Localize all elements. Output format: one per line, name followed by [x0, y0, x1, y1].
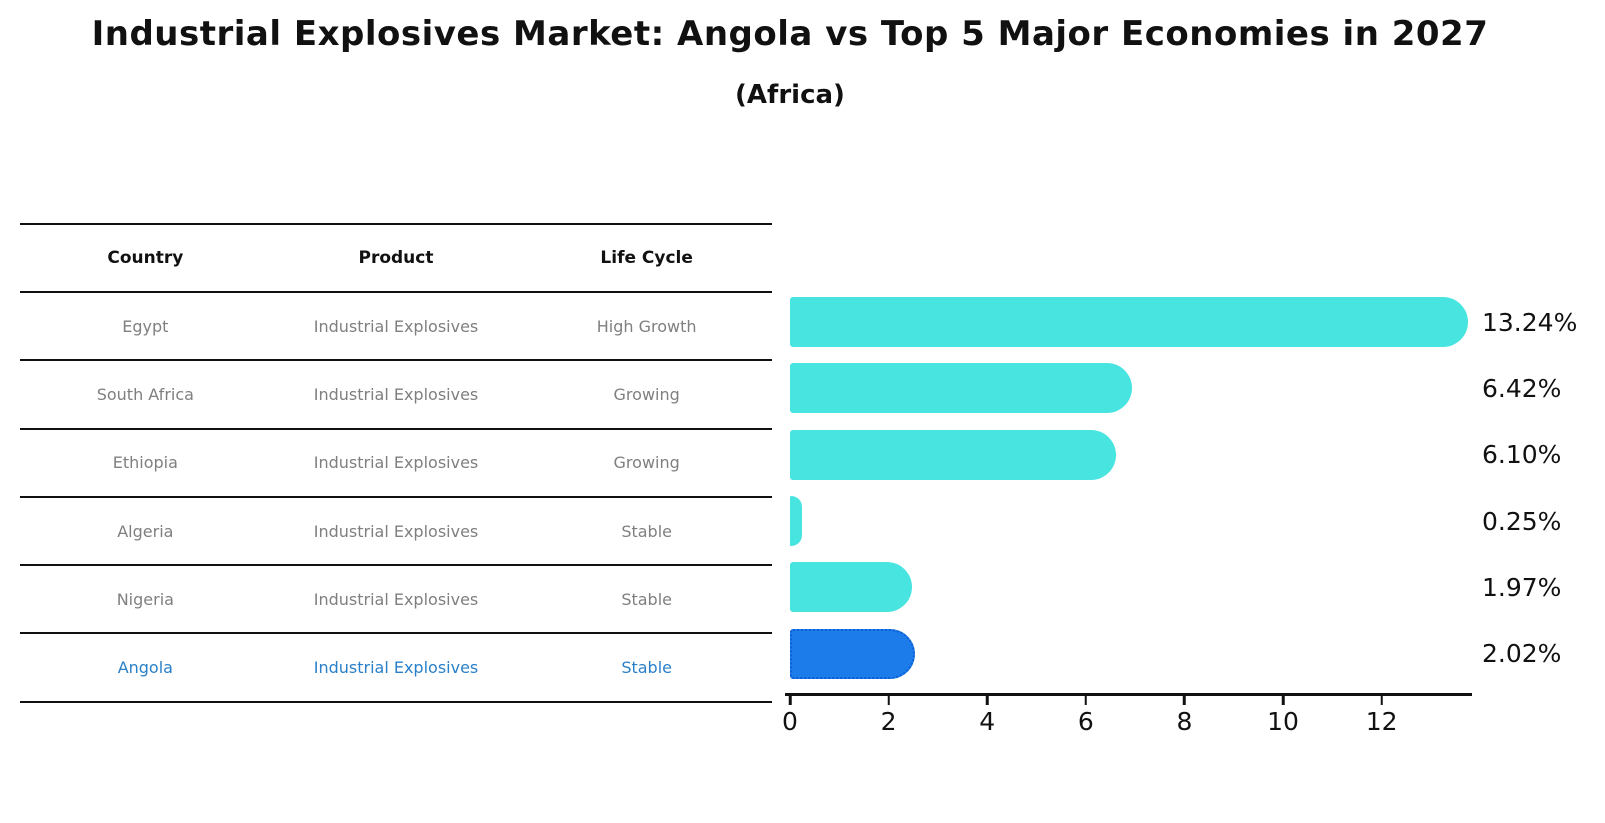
- table-row-egypt: Egypt Industrial Explosives High Growth: [20, 293, 772, 362]
- cell-lifecycle: Stable: [621, 521, 672, 541]
- value-label-nigeria: 1.97%: [1482, 572, 1562, 602]
- cell-lifecycle: Stable: [621, 589, 672, 609]
- x-tick-6: [1084, 695, 1088, 705]
- x-tick-label-10: 10: [1267, 707, 1299, 736]
- bar-chart: [790, 289, 1480, 687]
- bar-row-algeria: [790, 488, 1480, 554]
- cell-country: South Africa: [96, 384, 194, 404]
- bar-ethiopia: [790, 429, 1116, 480]
- x-tick-4: [985, 695, 989, 705]
- bar-row-ethiopia: [790, 422, 1480, 488]
- chart-subtitle: (Africa): [735, 80, 845, 110]
- bar-row-angola: [790, 621, 1480, 687]
- cell-product: Industrial Explosives: [313, 521, 479, 541]
- cell-product: Industrial Explosives: [313, 453, 479, 473]
- x-axis-line: [785, 693, 1472, 696]
- table-row-nigeria: Nigeria Industrial Explosives Stable: [20, 566, 772, 635]
- bar-value-labels: 13.24% 6.42% 6.10% 0.25% 1.97% 2.02%: [1482, 289, 1602, 687]
- x-tick-label-0: 0: [782, 707, 798, 736]
- country-table: Country Product Life Cycle Egypt Industri…: [20, 223, 772, 703]
- x-tick-0: [788, 695, 792, 705]
- bar-row-south-africa: [790, 355, 1480, 421]
- x-tick-8: [1183, 695, 1186, 705]
- x-tick-label-6: 6: [1077, 707, 1094, 736]
- column-header-product: Product: [358, 248, 434, 268]
- x-tick-label-8: 8: [1176, 707, 1193, 736]
- cell-lifecycle: Stable: [621, 658, 672, 678]
- value-label-angola: 2.02%: [1482, 639, 1562, 669]
- x-tick-10: [1281, 695, 1285, 705]
- chart-title: Industrial Explosives Market: Angola vs …: [91, 14, 1489, 54]
- bar-nigeria: [790, 562, 913, 613]
- cell-product: Industrial Explosives: [313, 589, 479, 609]
- bar-algeria: [790, 495, 803, 546]
- cell-country: Angola: [117, 658, 173, 678]
- table-body: Egypt Industrial Explosives High Growth Sou…: [20, 293, 772, 703]
- table-header-row: Country Product Life Cycle: [20, 223, 772, 293]
- x-axis: 0 2 4 6 8 10 12: [782, 693, 1475, 753]
- value-label-ethiopia: 6.10%: [1482, 440, 1562, 470]
- cell-country: Nigeria: [116, 589, 174, 609]
- x-tick-12: [1380, 695, 1383, 705]
- column-header-lifecycle: Life Cycle: [600, 248, 693, 268]
- bar-row-nigeria: [790, 554, 1480, 620]
- bar-egypt: [790, 297, 1468, 347]
- bar-south-africa: [790, 363, 1132, 414]
- x-tick-label-4: 4: [979, 707, 996, 736]
- cell-country: Ethiopia: [112, 453, 178, 473]
- x-tick-label-12: 12: [1365, 707, 1398, 736]
- x-tick-2: [887, 695, 890, 705]
- bar-row-egypt: [790, 289, 1480, 355]
- cell-product: Industrial Explosives: [313, 658, 479, 678]
- cell-lifecycle: Growing: [613, 384, 680, 404]
- table-row-angola: Angola Industrial Explosives Stable: [20, 634, 772, 703]
- x-tick-label-2: 2: [880, 707, 897, 736]
- value-label-south-africa: 6.42%: [1482, 373, 1562, 403]
- value-label-egypt: 13.24%: [1482, 307, 1578, 337]
- cell-country: Egypt: [122, 316, 169, 336]
- cell-lifecycle: High Growth: [596, 316, 697, 336]
- cell-lifecycle: Growing: [613, 453, 680, 473]
- table-row-algeria: Algeria Industrial Explosives Stable: [20, 498, 772, 567]
- cell-product: Industrial Explosives: [313, 384, 479, 404]
- cell-country: Algeria: [117, 521, 174, 541]
- highlighted-bar-angola: [790, 628, 915, 679]
- value-label-algeria: 0.25%: [1482, 506, 1562, 536]
- table-row-south-africa: South Africa Industrial Explosives Growing: [20, 361, 772, 430]
- cell-product: Industrial Explosives: [313, 316, 479, 336]
- table-row-ethiopia: Ethiopia Industrial Explosives Growing: [20, 430, 772, 498]
- column-header-country: Country: [107, 248, 184, 268]
